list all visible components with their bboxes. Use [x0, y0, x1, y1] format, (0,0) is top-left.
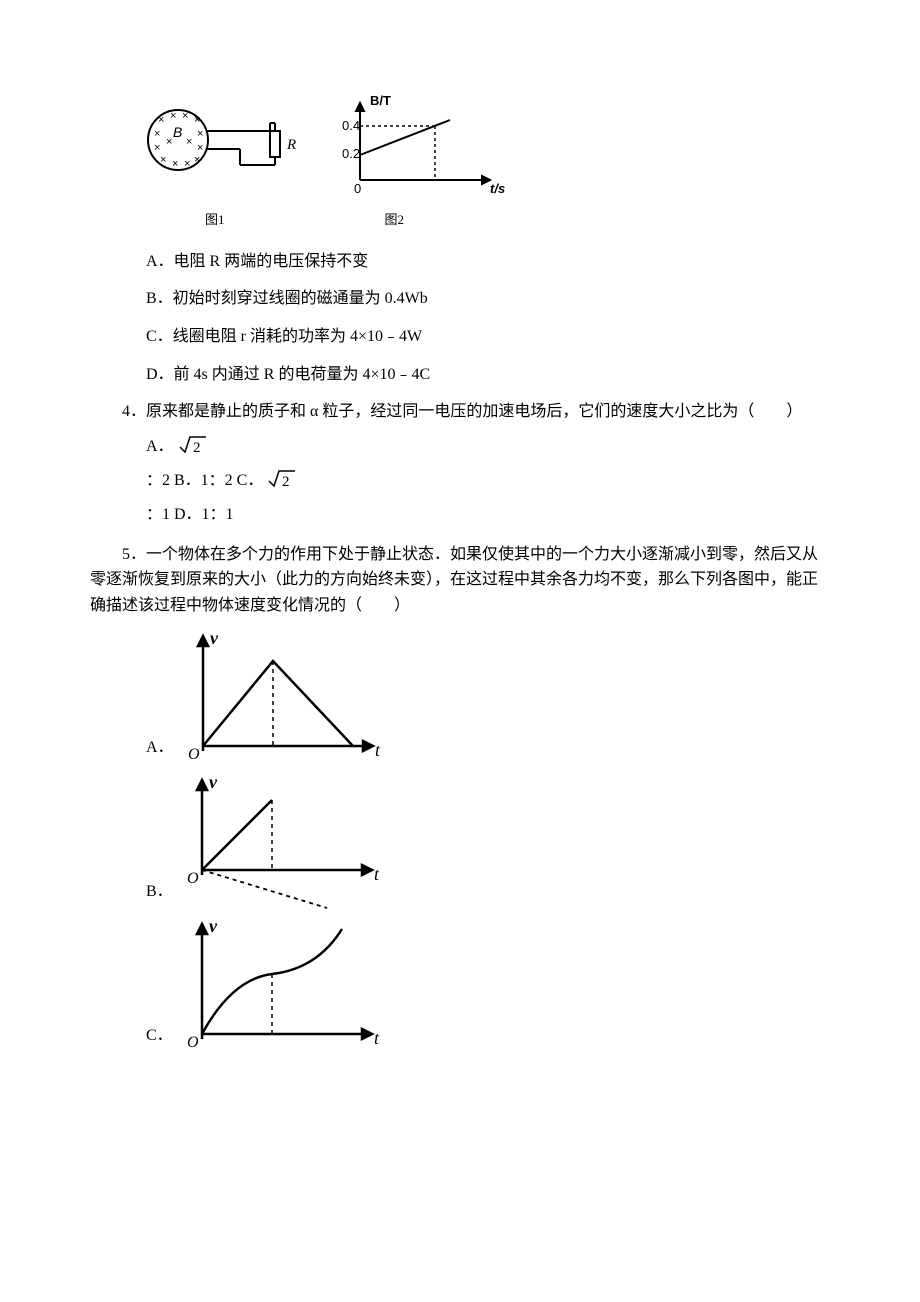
sqrt-icon: 2 [267, 467, 297, 489]
q5-label-a: A． [146, 735, 174, 761]
svg-text:2: 2 [282, 474, 290, 489]
svg-text:×: × [154, 142, 160, 154]
svg-text:×: × [194, 114, 200, 126]
x-axis-t: t [374, 864, 380, 884]
q3-opt-a: A．电阻 R 两端的电压保持不变 [146, 249, 830, 275]
q5-label-c: C． [146, 1023, 173, 1049]
svg-text:×: × [154, 128, 160, 140]
caption-fig2: 图2 [385, 210, 405, 231]
svg-text:×: × [166, 136, 172, 148]
q5-graph-a-row: A． v O t [146, 626, 830, 766]
svg-text:×: × [182, 110, 188, 122]
svg-text:×: × [197, 142, 203, 154]
bt-graph: B/T 0.4 0.2 0 t/s [340, 95, 510, 200]
q3-opt-d: D．前 4s 内通过 R 的电荷量为 4×10﹣4C [146, 362, 830, 388]
y-axis-label: B/T [370, 95, 391, 108]
svg-text:×: × [186, 136, 192, 148]
svg-text:2: 2 [193, 440, 201, 455]
q3-opt-c: C．线圈电阻 r 消耗的功率为 4×10﹣4W [146, 324, 830, 350]
q5-graph-c-row: C． v O t [146, 914, 830, 1054]
q5-graph-b: v O t [177, 770, 387, 910]
ytick-0.4: 0.4 [342, 118, 360, 133]
q3-opt-b: B．初始时刻穿过线圈的磁通量为 0.4Wb [146, 286, 830, 312]
x-axis-label: t/s [490, 181, 505, 196]
ytick-0.2: 0.2 [342, 146, 360, 161]
q4-line-d: ：1 D．1：1 [146, 502, 830, 528]
svg-text:×: × [172, 158, 178, 170]
resistor-label: R [286, 137, 296, 153]
y-axis-v: v [210, 628, 219, 648]
origin-o: O [187, 1034, 199, 1051]
y-axis-v: v [209, 772, 218, 792]
svg-text:×: × [197, 128, 203, 140]
q5-graph-c: v O t [177, 914, 387, 1054]
origin-label: 0 [354, 181, 361, 196]
q5-graph-b-row: B． v O t [146, 770, 830, 910]
q5-label-b: B． [146, 879, 173, 905]
q4-line-a: A． 2 [146, 433, 830, 460]
q3-figures: ×××× ×× ×××× ×××× B R [140, 95, 830, 200]
origin-o: O [187, 870, 199, 887]
svg-text:B: B [173, 124, 182, 140]
page: ×××× ×× ×××× ×××× B R [0, 0, 920, 1302]
svg-text:×: × [160, 154, 166, 166]
caption-fig1: 图1 [205, 210, 225, 231]
svg-text:×: × [184, 158, 190, 170]
q4-line-bc: ：2 B．1：2 C． 2 [146, 467, 830, 494]
origin-o: O [188, 746, 200, 763]
x-axis-t: t [375, 740, 381, 760]
x-axis-t: t [374, 1028, 380, 1048]
q5-stem: 5．一个物体在多个力的作用下处于静止状态．如果仅使其中的一个力大小逐渐减小到零，… [90, 542, 830, 619]
svg-text:×: × [194, 154, 200, 166]
svg-text:×: × [170, 110, 176, 122]
q4-stem: 4．原来都是静止的质子和 α 粒子，经过同一电压的加速电场后，它们的速度大小之比… [90, 399, 830, 425]
sqrt-icon: 2 [178, 433, 208, 455]
q5-graph-a: v O t [178, 626, 388, 766]
circuit-figure: ×××× ×× ×××× ×××× B R [140, 95, 320, 190]
y-axis-v: v [209, 916, 218, 936]
svg-text:×: × [158, 114, 164, 126]
figure-captions: 图1 图2 [205, 210, 830, 231]
